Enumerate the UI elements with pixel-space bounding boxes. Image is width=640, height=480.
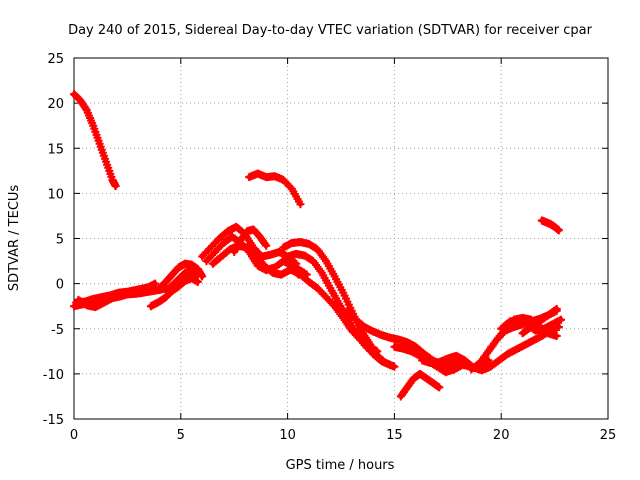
y-tick-label: 0 [56,278,64,293]
data-point [261,240,270,249]
x-tick-label: 10 [279,428,296,443]
y-axis-title: SDTVAR / TECUs [7,185,22,292]
data-point [557,315,566,324]
series-arc-23 [518,304,561,338]
data-point [435,383,444,392]
data-point [552,304,561,313]
data-point [111,182,120,191]
x-tick-label: 0 [70,428,78,443]
data-point [484,356,493,365]
data-point [386,360,395,369]
series-arc-1 [70,90,120,191]
y-tick-label: -10 [43,368,64,383]
y-tick-label: 25 [47,52,64,67]
grid [74,58,608,419]
y-tick-label: 5 [56,233,64,248]
data-point [296,200,305,209]
x-tick-label: 15 [386,428,403,443]
y-tick-label: -15 [43,413,64,428]
x-axis-title: GPS time / hours [286,458,395,473]
x-tick-label: 20 [493,428,510,443]
series-arc-6 [155,259,207,293]
series-arc-24 [537,216,563,235]
y-tick-label: 15 [47,142,64,157]
x-axis: 0 5 10 15 20 25 [70,58,616,443]
data-point [193,270,202,279]
data-point [286,183,295,192]
y-tick-label: 20 [47,97,64,112]
series-arc-12 [245,169,305,209]
series-arc-5 [146,274,202,311]
data-point [552,331,561,340]
x-tick-label: 5 [177,428,185,443]
data-point [193,277,202,286]
y-axis: -15 -10 -5 0 5 10 15 20 25 [43,52,608,428]
data-point [554,226,563,235]
data-point [262,241,271,250]
y-tick-label: 10 [47,187,64,202]
series-arc-4 [72,282,158,307]
data-series [70,90,566,401]
x-tick-label: 25 [600,428,617,443]
data-point [81,104,90,113]
data-point [373,347,382,356]
data-point [551,305,560,314]
y-tick-label: -5 [51,323,64,338]
data-point [149,282,158,291]
series-arc-7 [161,266,202,295]
series-arc-18 [396,369,444,401]
data-point [290,258,299,267]
series-arc-15 [287,266,382,356]
series-arc-11 [230,225,271,257]
chart-title: Day 240 of 2015, Sidereal Day-to-day VTE… [68,23,592,38]
